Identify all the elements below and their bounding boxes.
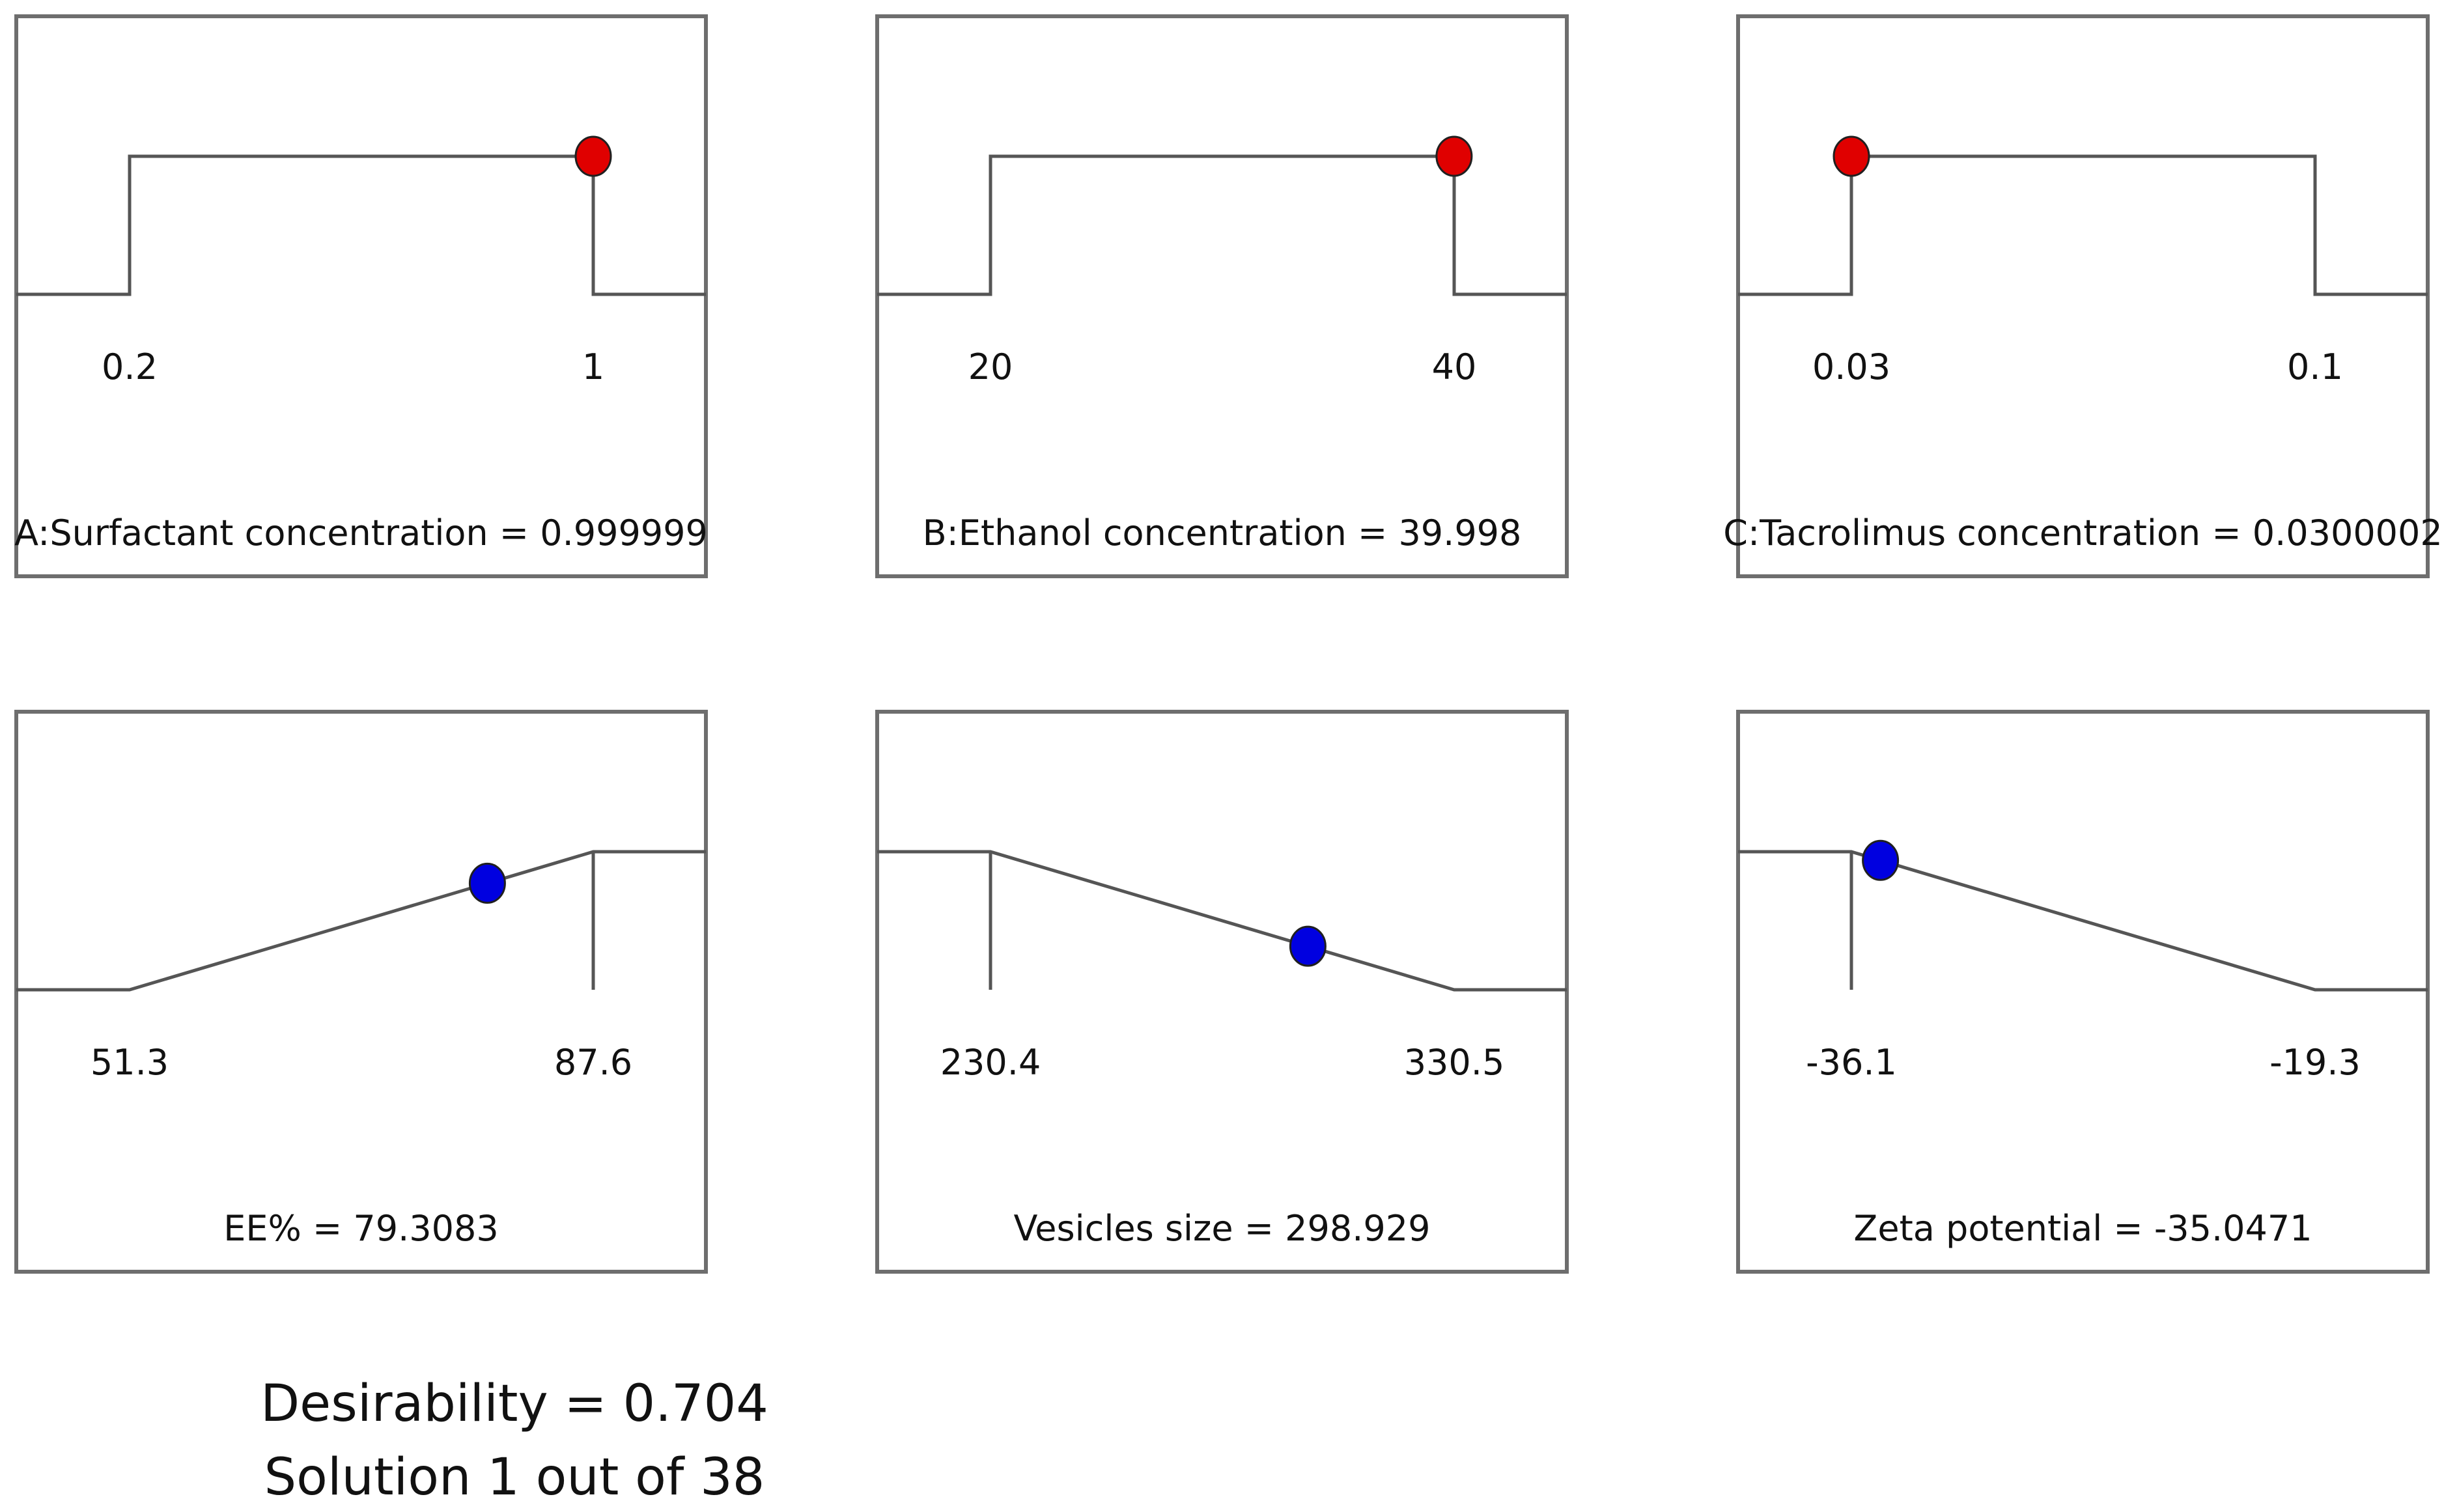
- high-limit-label: -19.3: [2269, 1042, 2361, 1083]
- low-limit-label: 20: [968, 346, 1013, 387]
- high-limit-label: 87.6: [554, 1042, 632, 1083]
- desirability-ramp: [1738, 154, 2428, 296]
- panel-vs: 230.4 330.5 Vesicles size = 298.929: [875, 710, 1569, 1274]
- panel-frame: [875, 710, 1569, 1274]
- panel-value-label: B:Ethanol concentration = 39.998: [923, 512, 1522, 553]
- desirability-ramp: [877, 850, 1567, 992]
- setting-marker: [1833, 135, 1870, 177]
- panel-value-label: EE% = 79.3083: [223, 1208, 498, 1249]
- solution-text: Solution 1 out of 38: [264, 1448, 765, 1507]
- setting-marker: [1289, 925, 1327, 967]
- low-limit-label: -36.1: [1806, 1042, 1897, 1083]
- panel-frame: [14, 14, 708, 578]
- high-limit-label: 40: [1432, 346, 1477, 387]
- panel-frame: [14, 710, 708, 1274]
- desirability-text: Desirability = 0.704: [260, 1375, 768, 1433]
- high-limit-label: 0.1: [2287, 346, 2343, 387]
- desirability-ramp: [1738, 850, 2428, 992]
- setting-marker: [1862, 839, 1900, 881]
- panel-ee: 51.3 87.6 EE% = 79.3083: [14, 710, 708, 1274]
- setting-marker: [1435, 135, 1473, 177]
- panel-a: 0.2 1 A:Surfactant concentration = 0.99999…: [14, 14, 708, 578]
- low-limit-label: 0.2: [102, 346, 158, 387]
- panel-frame: [875, 14, 1569, 578]
- desirability-ramp: [16, 154, 706, 296]
- high-limit-label: 330.5: [1404, 1042, 1505, 1083]
- panel-frame: [1736, 710, 2430, 1274]
- desirability-ramp: [877, 154, 1567, 296]
- low-limit-label: 230.4: [940, 1042, 1041, 1083]
- high-limit-label: 1: [582, 346, 604, 387]
- panel-zp: -36.1 -19.3 Zeta potential = -35.0471: [1736, 710, 2430, 1274]
- panel-c: 0.03 0.1 C:Tacrolimus concentration = 0.03…: [1723, 14, 2443, 578]
- panel-b: 20 40 B:Ethanol concentration = 39.998: [875, 14, 1569, 578]
- panel-frame: [1736, 14, 2430, 578]
- panel-value-label: C:Tacrolimus concentration = 0.0300002: [1723, 512, 2443, 553]
- low-limit-label: 0.03: [1812, 346, 1890, 387]
- panel-value-label: Vesicles size = 298.929: [1014, 1208, 1431, 1249]
- panel-value-label: A:Surfactant concentration = 0.999999: [14, 512, 708, 553]
- desirability-ramp: [16, 850, 706, 992]
- setting-marker: [468, 862, 506, 904]
- low-limit-label: 51.3: [91, 1042, 169, 1083]
- setting-marker: [574, 135, 612, 177]
- panels-group: 0.2 1 A:Surfactant concentration = 0.99999…: [14, 14, 2443, 1274]
- panel-value-label: Zeta potential = -35.0471: [1853, 1208, 2312, 1249]
